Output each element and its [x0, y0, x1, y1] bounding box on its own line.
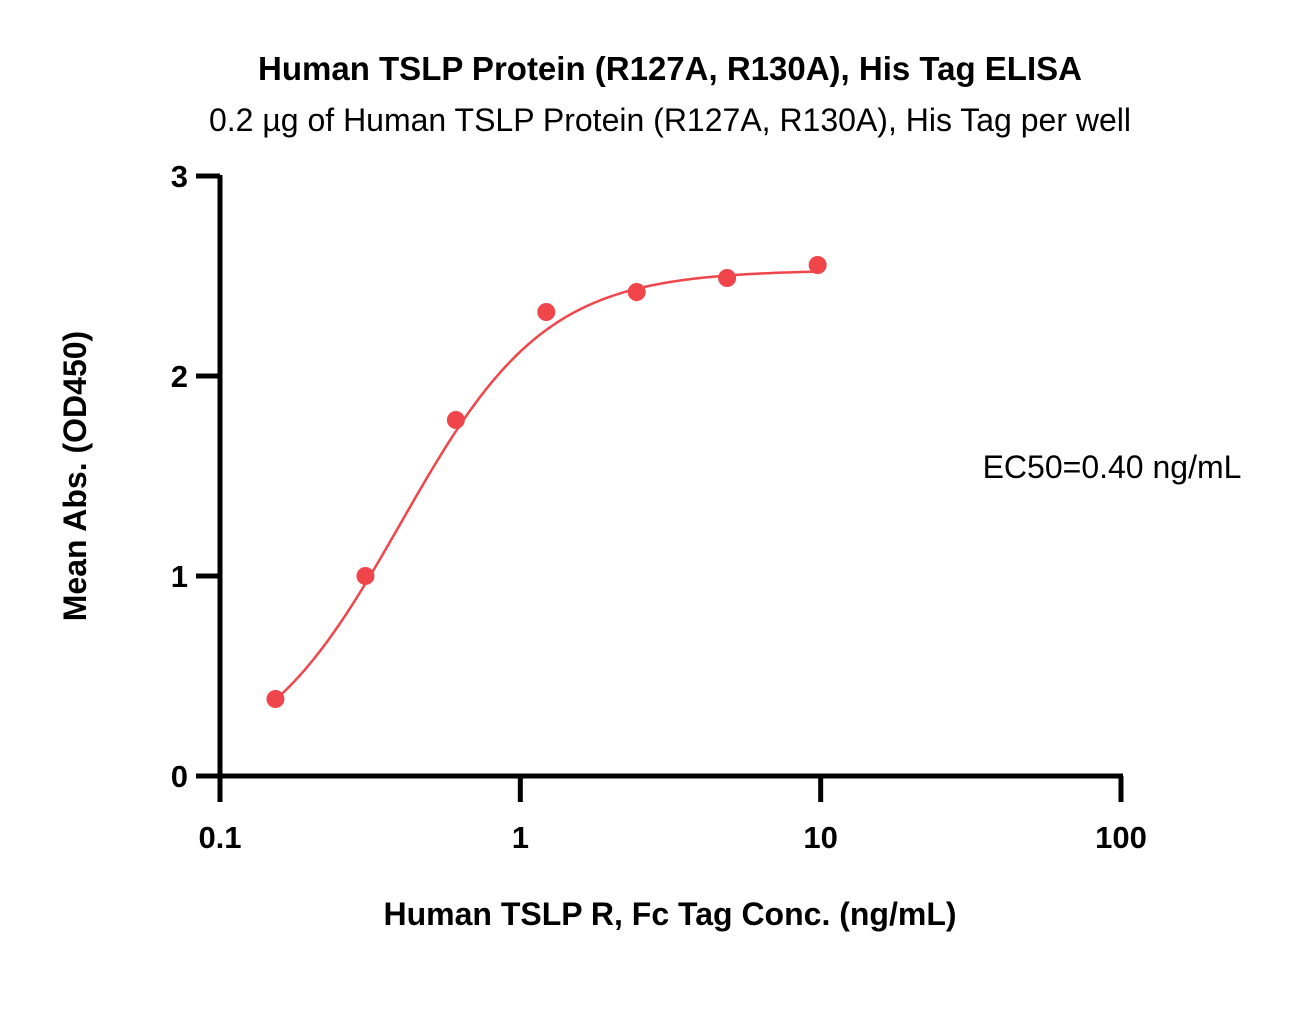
y-ticks: 0 1 2 3 — [171, 159, 220, 794]
data-point — [356, 567, 375, 585]
fit-curve — [274, 270, 818, 701]
data-point — [446, 411, 465, 429]
chart-title: Human TSLP Protein (R127A, R130A), His T… — [258, 50, 1082, 87]
axes — [217, 175, 1123, 779]
data-point — [627, 283, 646, 301]
data-point — [808, 256, 827, 274]
x-tick-label: 0.1 — [198, 820, 241, 855]
data-point — [718, 269, 737, 287]
y-tick-label: 1 — [171, 559, 188, 594]
x-tick-label: 100 — [1095, 820, 1147, 855]
data-point — [266, 690, 285, 708]
ec50-annotation: EC50=0.40 ng/mL — [983, 449, 1242, 485]
data-point — [537, 303, 556, 321]
y-tick-label: 2 — [171, 359, 188, 394]
y-tick-label: 0 — [171, 759, 188, 794]
y-axis-label: Mean Abs. (OD450) — [57, 331, 93, 621]
y-tick-label: 3 — [171, 159, 188, 194]
chart-subtitle: 0.2 µg of Human TSLP Protein (R127A, R13… — [209, 102, 1131, 138]
data-points — [266, 256, 827, 708]
x-tick-label: 1 — [512, 820, 529, 855]
x-axis-label: Human TSLP R, Fc Tag Conc. (ng/mL) — [383, 896, 956, 932]
x-tick-label: 10 — [803, 820, 837, 855]
x-ticks: 0.1 1 10 100 — [198, 776, 1147, 855]
